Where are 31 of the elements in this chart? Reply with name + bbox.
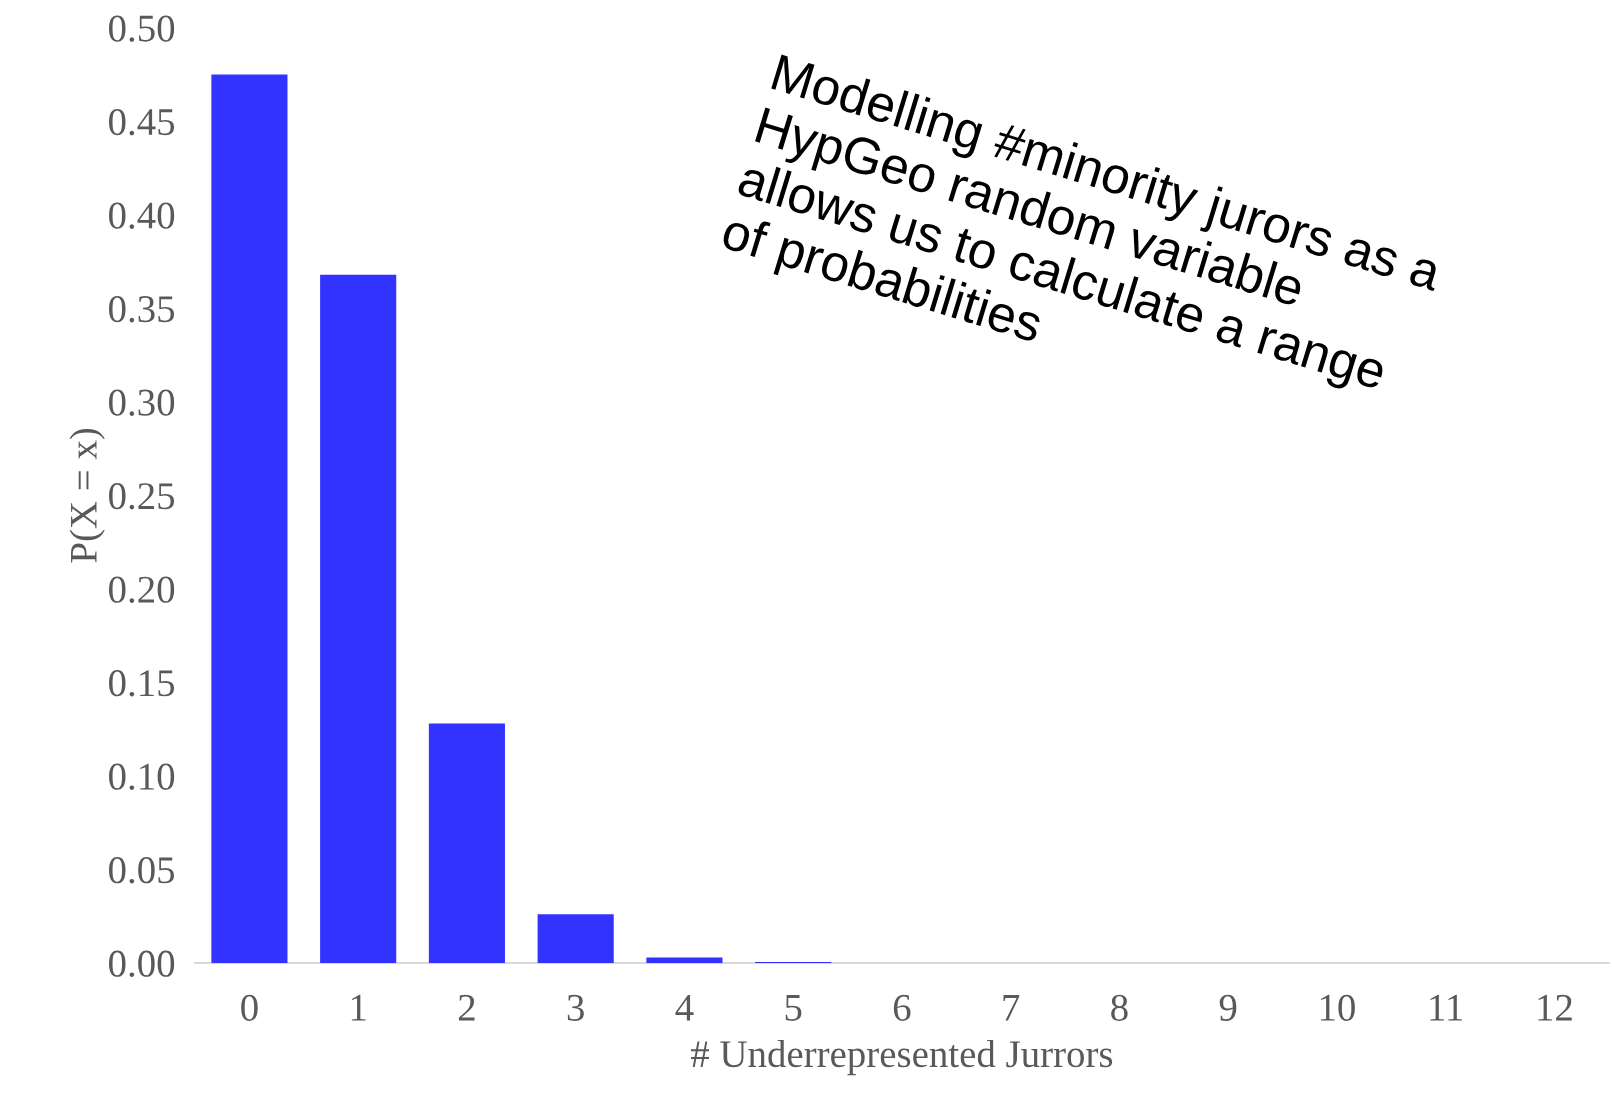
y-tick-label: 0.05 xyxy=(109,857,175,884)
y-tick-label: 0.25 xyxy=(109,483,175,510)
x-tick-label: 12 xyxy=(1538,994,1572,1021)
y-tick-label: 0.45 xyxy=(109,108,175,136)
x-tick-label: 4 xyxy=(675,994,694,1021)
x-tick-label: 8 xyxy=(1111,994,1128,1021)
x-axis-title: # Underrepresented Jurrors xyxy=(690,1039,1113,1076)
bar xyxy=(211,74,288,963)
bar xyxy=(320,274,397,963)
y-tick-label: 0.30 xyxy=(109,389,175,416)
y-tick-label: 0.40 xyxy=(109,202,175,229)
bar xyxy=(428,723,505,963)
x-tick-label: 7 xyxy=(1003,995,1020,1021)
y-tick-label: 0.15 xyxy=(109,670,175,697)
x-tick-label: 10 xyxy=(1320,994,1355,1021)
x-tick-label: 6 xyxy=(893,994,911,1021)
y-tick-label: 0.00 xyxy=(109,950,175,978)
y-tick-label: 0.50 xyxy=(109,15,175,42)
x-tick-label: 11 xyxy=(1430,994,1463,1021)
y-tick-label: 0.10 xyxy=(109,763,175,790)
x-tick-label: 0 xyxy=(241,994,258,1021)
y-tick-label: 0.35 xyxy=(109,295,175,323)
bar xyxy=(646,957,723,963)
y-tick-label: 0.20 xyxy=(109,576,175,603)
bar xyxy=(537,914,614,963)
y-axis-title: P(X = x) xyxy=(69,428,105,563)
x-tick-label: 1 xyxy=(351,994,366,1021)
x-tick-label: 3 xyxy=(567,994,584,1021)
x-tick-label: 2 xyxy=(458,994,475,1021)
x-tick-label: 5 xyxy=(785,995,802,1021)
x-tick-label: 9 xyxy=(1219,994,1237,1021)
